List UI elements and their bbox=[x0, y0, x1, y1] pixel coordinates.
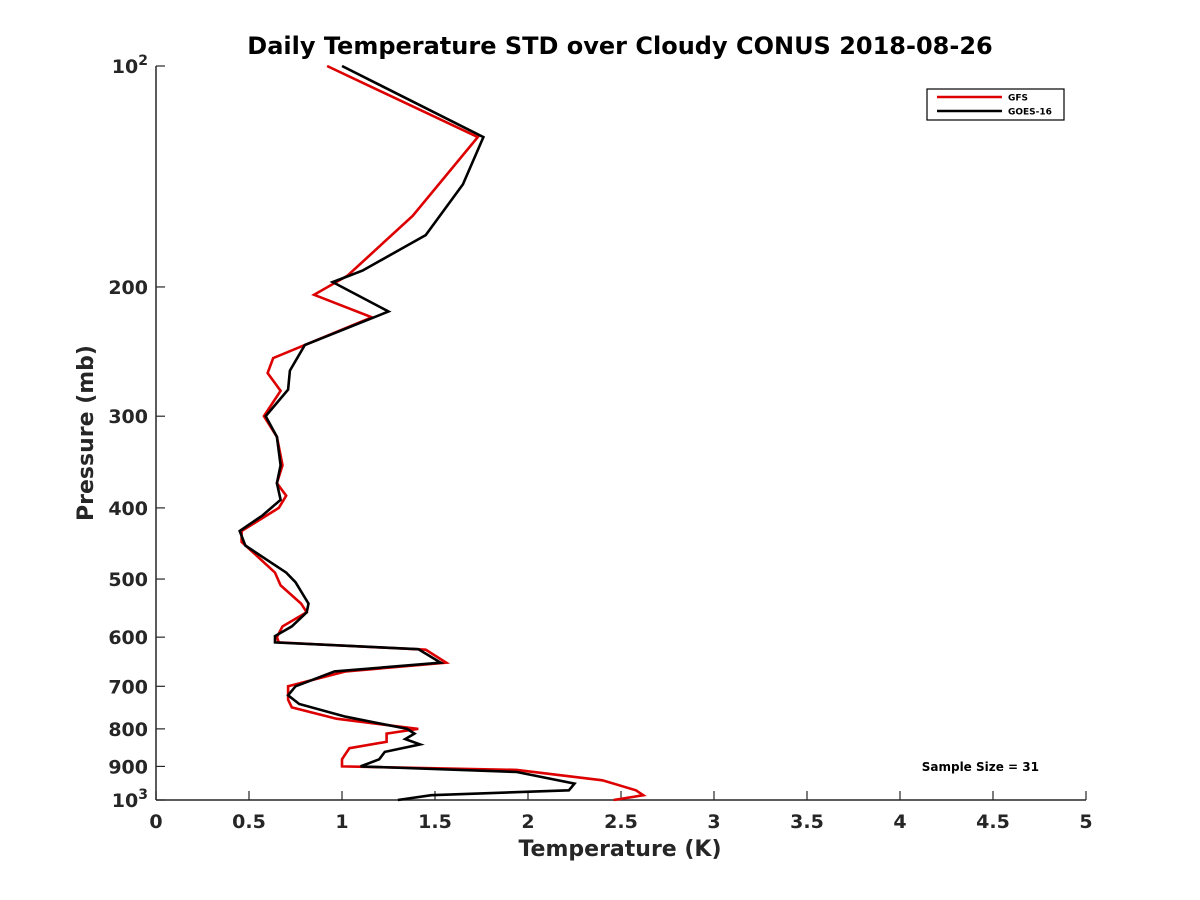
y-axis-label: Pressure (mb) bbox=[74, 345, 99, 521]
y-tick-label: 102 bbox=[112, 53, 148, 78]
y-tick-label: 800 bbox=[108, 719, 148, 741]
y-tick-label: 300 bbox=[108, 406, 148, 428]
legend: GFS GOES-16 bbox=[926, 88, 1065, 121]
y-tick-label: 900 bbox=[108, 756, 148, 778]
x-tick-label: 4 bbox=[893, 811, 906, 833]
x-tick-label: 4.5 bbox=[976, 811, 1010, 833]
y-tick-label: 600 bbox=[108, 627, 148, 649]
y-tick-label: 700 bbox=[108, 676, 148, 698]
sample-size-annotation: Sample Size = 31 bbox=[922, 760, 1039, 774]
axes: 0 0.5 1 1.5 2 2.5 3 3.5 4 4.5 5 102 200 300 400 500 600 7… bbox=[108, 53, 1092, 833]
series-line-goes-16 bbox=[238, 64, 577, 802]
x-tick-label: 0 bbox=[149, 811, 162, 833]
x-tick-label: 2.5 bbox=[604, 811, 638, 833]
y-tick-label: 400 bbox=[108, 498, 148, 520]
series-layer bbox=[238, 64, 647, 802]
x-tick-label: 5 bbox=[1079, 811, 1092, 833]
x-tick-label: 1.5 bbox=[418, 811, 452, 833]
y-tick-label: 200 bbox=[108, 277, 148, 299]
x-tick-label: 0.5 bbox=[232, 811, 266, 833]
x-axis-label: Temperature (K) bbox=[518, 837, 721, 862]
legend-label: GFS bbox=[1008, 94, 1028, 104]
x-tick-label: 1 bbox=[335, 811, 348, 833]
legend-label: GOES-16 bbox=[1008, 108, 1052, 118]
y-tick-label: 103 bbox=[112, 787, 148, 812]
x-tick-label: 2 bbox=[521, 811, 534, 833]
legend-box bbox=[926, 88, 1065, 121]
x-tick-label: 3 bbox=[707, 811, 720, 833]
x-tick-label: 3.5 bbox=[790, 811, 824, 833]
y-tick-label: 500 bbox=[108, 569, 148, 591]
chart-title: Daily Temperature STD over Cloudy CONUS … bbox=[247, 32, 992, 60]
